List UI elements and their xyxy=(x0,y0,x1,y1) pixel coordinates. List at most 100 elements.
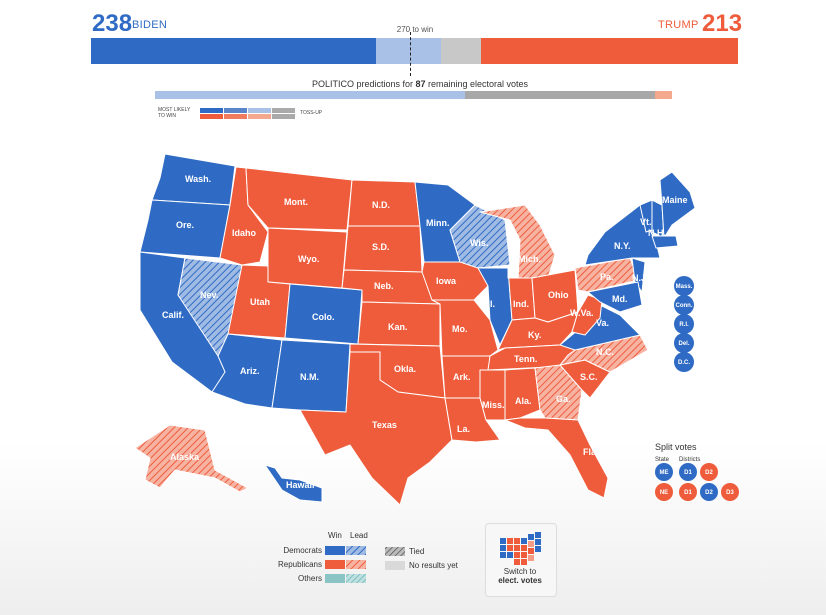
state-ala[interactable] xyxy=(504,367,541,421)
marker-ri[interactable] xyxy=(674,314,694,334)
state-ore[interactable] xyxy=(139,199,231,259)
label-colo: Colo. xyxy=(312,312,335,322)
switch-to-electoral-votes-button[interactable] xyxy=(485,523,557,597)
split-ne-d3[interactable] xyxy=(721,483,739,501)
split-ne-d2[interactable] xyxy=(700,483,718,501)
switch-button-label: Switch to elect. votes xyxy=(498,567,542,585)
split-me-d1[interactable] xyxy=(679,463,697,481)
biden-electoral-total: 238 xyxy=(92,10,133,37)
state-mont[interactable] xyxy=(245,167,353,231)
svg-text:ME: ME xyxy=(660,470,669,476)
split-votes-panel: Split votes State Districts ME D1 D2 NE … xyxy=(655,442,739,501)
label-sd: S.D. xyxy=(372,242,390,252)
label-wyo: Wyo. xyxy=(298,254,319,264)
label-kan: Kan. xyxy=(388,322,408,332)
marker-mass[interactable] xyxy=(674,276,694,296)
state-md[interactable] xyxy=(587,281,643,313)
split-me-d2[interactable] xyxy=(700,463,718,481)
split-votes-title: Split votes xyxy=(655,442,697,452)
marker-conn-label: Conn. xyxy=(676,303,693,309)
label-nc: N.C. xyxy=(596,347,614,357)
legend-tied: Tied xyxy=(409,547,424,556)
mini-cartogram-icon xyxy=(500,532,541,565)
label-ariz: Ariz. xyxy=(240,366,260,376)
legend-no-results-swatch xyxy=(385,561,405,570)
label-ky: Ky. xyxy=(528,330,541,340)
label-utah: Utah xyxy=(250,297,270,307)
state-mo[interactable] xyxy=(431,299,499,357)
label-iowa: Iowa xyxy=(436,276,457,286)
legend-republicans: Republicans xyxy=(278,560,322,569)
map-legend: Win Lead Democrats Republicans Others Ti… xyxy=(278,531,459,583)
threshold-label: 270 to win xyxy=(396,25,434,34)
marker-del[interactable] xyxy=(674,333,694,353)
label-neb: Neb. xyxy=(374,281,394,291)
label-ny: N.Y. xyxy=(614,241,631,251)
prediction-bar xyxy=(155,91,672,99)
svg-text:D3: D3 xyxy=(726,490,734,496)
most-likely-label: MOST LIKELY TO WIN xyxy=(158,107,191,119)
marker-mass-label: Mass. xyxy=(676,284,693,290)
svg-text:D1: D1 xyxy=(684,470,692,476)
label-pa: Pa. xyxy=(600,272,614,282)
biden-label: BIDEN xyxy=(132,19,168,31)
split-me-state[interactable] xyxy=(655,463,673,481)
state-wis[interactable] xyxy=(449,204,511,269)
marker-dc[interactable] xyxy=(674,352,694,372)
biden-bar-segment xyxy=(91,38,376,64)
marker-dc-label: D.C. xyxy=(678,360,690,366)
state-hawaii[interactable] xyxy=(264,464,323,503)
label-ind: Ind. xyxy=(513,299,529,309)
legend-rep-win-swatch xyxy=(325,560,345,569)
label-md: Md. xyxy=(612,294,628,304)
label-minn: Minn. xyxy=(426,218,450,228)
label-hawaii: Hawaii xyxy=(286,480,315,490)
label-mich: Mich. xyxy=(518,254,541,264)
svg-text:D1: D1 xyxy=(684,490,692,496)
split-districts-label: Districts xyxy=(679,457,700,463)
prediction-rep-segment xyxy=(655,91,672,99)
state-fla[interactable] xyxy=(504,417,609,499)
label-fla: Fla. xyxy=(583,447,599,457)
label-wash: Wash. xyxy=(185,174,211,184)
label-okla: Okla. xyxy=(394,364,416,374)
split-ne-state[interactable] xyxy=(655,483,673,501)
prediction-label: POLITICO predictions for 87 remaining el… xyxy=(290,79,550,89)
split-ne-d1[interactable] xyxy=(679,483,697,501)
label-mo: Mo. xyxy=(452,324,468,334)
state-alaska[interactable] xyxy=(134,424,249,493)
legend-others: Others xyxy=(298,574,322,583)
label-vt: Vt. xyxy=(640,217,652,227)
tossup-segment xyxy=(441,38,481,64)
marker-ri-label: R.I. xyxy=(679,322,689,328)
svg-text:D2: D2 xyxy=(705,490,713,496)
label-wva: W.Va. xyxy=(570,308,594,318)
label-miss: Miss. xyxy=(482,400,505,410)
state-wva[interactable] xyxy=(571,294,603,336)
state-mass[interactable] xyxy=(651,235,679,249)
prediction-count: 87 xyxy=(415,79,426,89)
label-idaho: Idaho xyxy=(232,228,257,238)
legend-lead-header: Lead xyxy=(350,531,368,540)
legend-dem-lead-swatch xyxy=(346,546,366,555)
state-maine[interactable] xyxy=(659,171,696,239)
state-miss[interactable] xyxy=(479,369,506,421)
legend-tied-swatch xyxy=(385,547,405,556)
trump-label: TRUMP xyxy=(658,19,699,31)
label-ark: Ark. xyxy=(453,372,471,382)
label-ala: Ala. xyxy=(515,396,532,406)
label-mont: Mont. xyxy=(284,197,308,207)
marker-del-label: Del. xyxy=(678,341,689,347)
label-wis: Wis. xyxy=(470,238,488,248)
state-texas[interactable] xyxy=(299,351,453,506)
state-nc[interactable] xyxy=(559,334,649,373)
prediction-scale-legend xyxy=(200,108,295,119)
state-nj[interactable] xyxy=(631,257,646,293)
label-ga: Ga. xyxy=(556,394,571,404)
marker-conn[interactable] xyxy=(674,295,694,315)
legend-win-header: Win xyxy=(328,531,342,540)
svg-text:NE: NE xyxy=(660,490,668,496)
label-tenn: Tenn. xyxy=(514,354,537,364)
label-ill: Ill. xyxy=(485,299,495,309)
label-maine: Maine xyxy=(662,195,688,205)
